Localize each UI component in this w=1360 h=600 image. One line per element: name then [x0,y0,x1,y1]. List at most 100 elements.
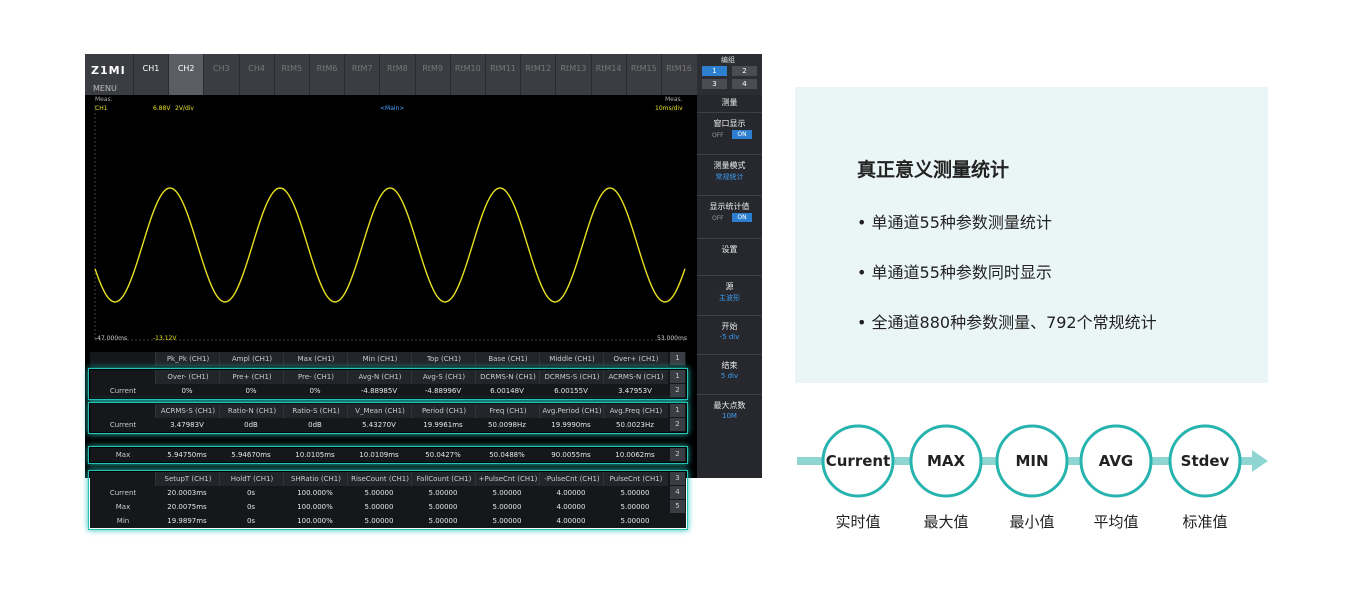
menu-label[interactable]: 测量模式 [713,161,746,170]
channel-tab[interactable]: RtM7 [344,54,380,95]
row-index: 1 [670,404,685,417]
info-panel [795,87,1268,383]
menu-label[interactable]: 结束 [721,361,738,370]
menu-label[interactable]: 源 [725,282,734,291]
measurement-value: 5.00000 [492,517,522,525]
group-button[interactable]: 2 [732,66,757,76]
menu-label[interactable]: 最大点数 [713,401,746,410]
menu-label[interactable]: 设置 [721,245,738,254]
channel-tab[interactable]: CH2 [168,54,204,95]
column-header: -PulseCnt (CH1) [539,472,604,486]
volt-scale: 2V/div [175,105,194,112]
channel-tab[interactable]: CH4 [238,54,274,95]
measurement-value: 3.47983V [170,421,204,429]
menu-label[interactable]: 开始 [721,322,738,331]
row-index: 5 [670,500,685,513]
meas-right: Meas. [665,96,683,103]
row-label: Current [109,387,137,395]
menu-value[interactable]: 10M [722,412,737,420]
column-header: V_Mean (CH1) [347,404,412,418]
channel-tab[interactable]: CH1 [133,54,168,95]
toggle-off[interactable]: OFF [712,215,724,222]
group-button[interactable]: 1 [702,66,727,76]
table-highlight [88,446,688,464]
channel-tab[interactable]: RtM15 [625,54,661,95]
toggle-on[interactable]: ON [732,130,752,139]
menu-label[interactable]: 测量 [721,98,738,107]
column-header: FallCount (CH1) [411,472,476,486]
measurement-value: 20.0075ms [167,503,207,511]
row-label: Min [116,517,130,525]
measurement-value: 5.00000 [620,489,650,497]
row-index: 3 [670,472,685,485]
channel-tab[interactable]: CH3 [203,54,239,95]
measurement-value: 0% [181,387,193,395]
column-header: Avg-S (CH1) [411,370,476,384]
channel-tab[interactable]: RtM11 [485,54,520,95]
measurement-value: 50.0023Hz [616,421,654,429]
menu-divider [697,394,762,395]
measurement-value: 5.00000 [492,503,522,511]
row-index: 2 [670,448,685,461]
channel-tab[interactable]: RtM10 [449,54,485,95]
measurement-value: 4.00000 [556,489,586,497]
channel-tab[interactable]: RtM9 [414,54,450,95]
column-header: Ratio-S (CH1) [283,404,348,418]
oscilloscope-screen: Z1MI MENU 编组 Meas. Meas. CH1 6.88V 2V/di… [85,54,762,478]
menu-divider [697,154,762,155]
column-header: Freq (CH1) [475,404,540,418]
channel-tab[interactable]: RtM16 [661,54,696,95]
menu-value[interactable]: 常规统计 [715,173,744,181]
side-menu [697,95,762,478]
menu-value[interactable]: 主波形 [719,294,740,302]
channel-tab[interactable]: RtM12 [520,54,556,95]
channel-tab[interactable]: RtM8 [379,54,415,95]
channel-tab[interactable]: RtM14 [590,54,626,95]
channel-label: CH1 [95,105,108,112]
flow-node-name: Stdev [1180,452,1230,470]
menu-value[interactable]: -5 div [719,333,740,341]
channel-tab[interactable]: RtM5 [273,54,309,95]
measurement-value: 0s [246,517,256,525]
group-button[interactable]: 3 [702,79,727,89]
logo: Z1MI [91,64,126,77]
flow-node-name: MAX [926,452,966,470]
group-button[interactable]: 4 [732,79,757,89]
toggle-on[interactable]: ON [732,213,752,222]
column-header: SHRatio (CH1) [283,472,348,486]
column-header: +PulseCnt (CH1) [475,472,540,486]
menu-label[interactable]: 显示统计值 [709,202,750,211]
measurement-value: 50.0098Hz [488,421,526,429]
measurement-value: 5.00000 [364,503,394,511]
column-header: SetupT (CH1) [155,472,220,486]
measurement-value: 10.0062ms [615,451,655,459]
column-header: ACRMS-N (CH1) [603,370,668,384]
flow-node-label: 平均值 [1093,513,1139,531]
measurement-value: 100.000% [297,503,333,511]
measurement-value: 5.00000 [620,503,650,511]
x-end: 53.000ms [657,335,687,342]
column-header: Pk_Pk (CH1) [155,352,220,366]
column-header: Pre+ (CH1) [219,370,284,384]
column-header: Base (CH1) [475,352,540,366]
column-header: Middle (CH1) [539,352,604,366]
flow-node-label: 最小值 [1009,513,1055,531]
toggle-off[interactable]: OFF [712,132,724,139]
row-index: 2 [670,384,685,397]
menu-divider [697,112,762,113]
flow-node-label: 最大值 [923,513,969,531]
channel-tab[interactable]: RtM13 [555,54,591,95]
measurement-value: 5.00000 [428,489,458,497]
menu-value[interactable]: 5 div [720,372,739,380]
row-label: Current [109,421,137,429]
x-start: -47.000ms [95,335,128,342]
menu-button[interactable]: MENU [93,84,117,93]
measurement-value: -4.88996V [424,387,462,395]
row-index: 1 [670,352,685,365]
menu-label[interactable]: 窗口显示 [713,119,746,128]
flow-node-label: 标准值 [1182,513,1228,531]
measurement-value: 0s [246,489,256,497]
channel-tab[interactable]: RtM6 [309,54,344,95]
